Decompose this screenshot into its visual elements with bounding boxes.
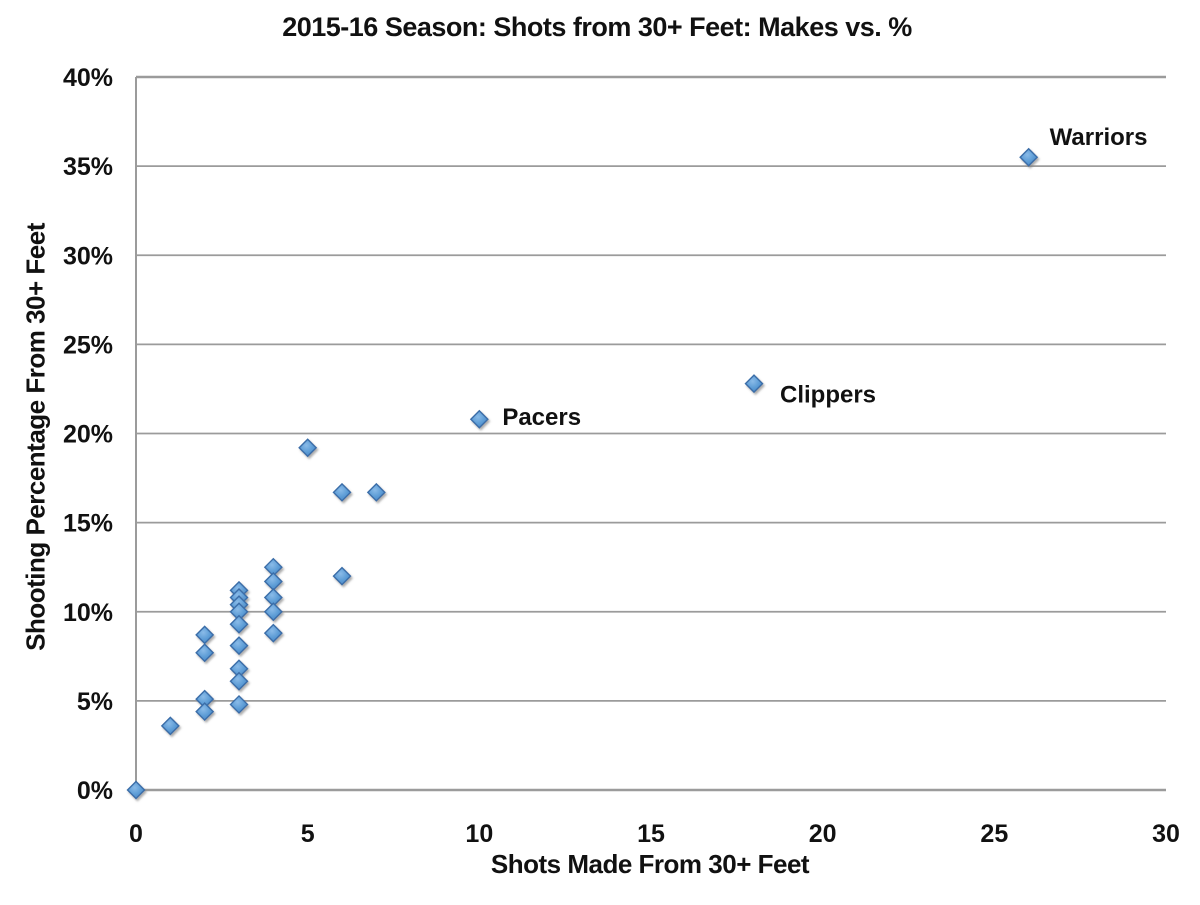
data-point <box>195 643 215 663</box>
data-point <box>126 780 146 800</box>
data-point <box>229 671 249 691</box>
y-tick-label: 10% <box>63 599 113 627</box>
tick-labels: 0% 5% 10% 15% 20% 25% 30% 35% 40% 0 5 10 15 20 25 30 <box>63 64 1180 848</box>
data-point <box>298 438 318 458</box>
point-label-clippers: Clippers <box>780 382 876 409</box>
data-point <box>263 571 283 591</box>
data-point <box>229 694 249 714</box>
point-labels: Pacers Clippers Warriors <box>502 124 1147 431</box>
data-point <box>195 702 215 722</box>
y-tick-label: 0% <box>77 777 113 805</box>
x-axis-title: Shots Made From 30+ Feet <box>490 849 810 879</box>
chart-title: 2015-16 Season: Shots from 30+ Feet: Mak… <box>282 12 912 42</box>
data-point <box>160 716 180 736</box>
data-point <box>366 482 386 502</box>
x-tick-label: 25 <box>980 820 1008 848</box>
data-point <box>229 636 249 656</box>
y-tick-label: 25% <box>63 331 113 359</box>
y-tick-label: 15% <box>63 510 113 538</box>
y-tick-label: 5% <box>77 688 113 716</box>
point-label-warriors: Warriors <box>1050 124 1148 151</box>
data-point <box>1019 147 1039 167</box>
data-point <box>263 623 283 643</box>
y-tick-label: 35% <box>63 153 113 181</box>
data-point <box>469 409 489 429</box>
data-point <box>332 482 352 502</box>
data-point <box>332 566 352 586</box>
y-tick-label: 20% <box>63 421 113 449</box>
x-tick-label: 0 <box>129 820 143 848</box>
x-tick-label: 10 <box>465 820 493 848</box>
data-point <box>229 614 249 634</box>
data-point <box>195 625 215 645</box>
x-tick-label: 5 <box>301 820 315 848</box>
y-tick-label: 40% <box>63 64 113 92</box>
gridlines <box>136 75 1166 792</box>
data-point <box>263 602 283 622</box>
point-label-pacers: Pacers <box>502 404 581 431</box>
data-points <box>126 147 1039 800</box>
data-point <box>744 374 764 394</box>
y-tick-label: 30% <box>63 242 113 270</box>
x-tick-label: 20 <box>809 820 837 848</box>
x-tick-label: 15 <box>637 820 665 848</box>
x-tick-label: 30 <box>1152 820 1180 848</box>
